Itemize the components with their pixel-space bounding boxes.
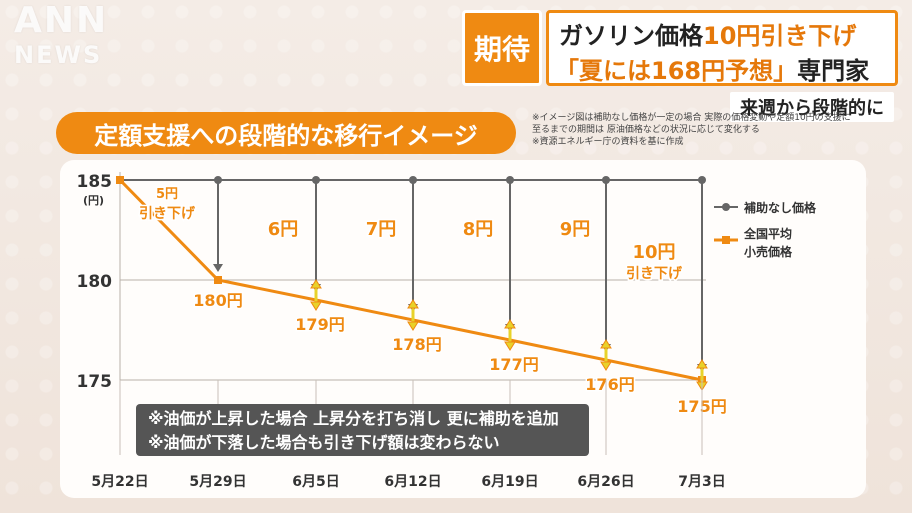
y-tick-label: 175	[77, 372, 113, 392]
retail-point	[116, 176, 124, 184]
adjust-marker-up	[504, 319, 516, 329]
logo-line1: ANN	[14, 0, 109, 41]
price-point-label: 180円	[193, 291, 242, 310]
price-point-label: 176円	[585, 375, 634, 394]
legend-marker-retail	[722, 236, 730, 244]
adjust-marker-down	[310, 301, 322, 311]
x-tick-label: 6月12日	[384, 474, 441, 490]
adjust-marker-down	[600, 361, 612, 371]
reduction-label: 8円	[463, 219, 494, 240]
note-line: ※資源エネルギー庁の資料を基に作成	[532, 137, 684, 147]
headline-line2: 「夏には168円予想」専門家	[555, 51, 869, 86]
adjust-marker-down	[407, 321, 419, 331]
legend-label-no-subsidy: 補助なし価格	[743, 200, 817, 215]
adjust-marker-down	[504, 341, 516, 351]
legend-label-retail: 全国平均	[743, 226, 792, 241]
y-unit-label: (円)	[83, 194, 104, 207]
reduction-label: 引き下げ	[626, 266, 683, 282]
legend-marker-no-subsidy	[722, 203, 730, 211]
headline-line1-text: ガソリン価格	[559, 22, 703, 50]
headline-line2-text: 専門家	[797, 57, 870, 85]
y-tick-label: 180	[77, 272, 113, 292]
note-line: 至るまでの期間は 原油価格などの状況に応じて変化する	[532, 125, 760, 135]
reduction-label: 引き下げ	[139, 206, 196, 222]
reduction-label: 6円	[268, 219, 299, 240]
adjust-marker-up	[696, 359, 708, 369]
reduction-label: 9円	[560, 219, 591, 240]
x-tick-label: 7月3日	[678, 474, 725, 490]
headline-box: ガソリン価格10円引き下げ 「夏には168円予想」専門家	[546, 10, 898, 86]
price-point-label: 179円	[295, 315, 344, 334]
headline-line2-accent: 「夏には168円予想」	[555, 57, 798, 85]
logo: ANN NEWS	[14, 3, 108, 72]
callout-line: ※油価が上昇した場合 上昇分を打ち消し 更に補助を追加	[148, 409, 559, 428]
reduction-label: 10円	[632, 242, 675, 263]
expectation-badge: 期待	[462, 10, 542, 86]
reduction-arrow-head	[213, 264, 223, 272]
logo-line2: NEWS	[14, 41, 103, 69]
headline-line1: ガソリン価格10円引き下げ	[559, 16, 856, 51]
legend-label-retail: 小売価格	[744, 244, 793, 259]
y-tick-label: 185	[77, 172, 113, 192]
headline-line1-accent: 10円引き下げ	[703, 22, 857, 50]
x-tick-label: 6月19日	[481, 474, 538, 490]
price-point-label: 178円	[392, 335, 441, 354]
retail-point	[214, 276, 222, 284]
x-tick-label: 5月22日	[91, 474, 148, 490]
x-tick-label: 5月29日	[189, 474, 246, 490]
subcaption: 来週から段階的に	[730, 92, 894, 122]
adjust-marker-up	[407, 299, 419, 309]
price-point-label: 177円	[489, 355, 538, 374]
chart-title: 定額支援への段階的な移行イメージ	[56, 112, 516, 154]
adjust-marker-up	[310, 279, 322, 289]
x-tick-label: 6月26日	[577, 474, 634, 490]
adjust-marker-up	[600, 339, 612, 349]
reduction-label: 7円	[366, 219, 397, 240]
note-line: ※イメージ図は補助なし価格が一定の場合 実際の価格変動や定額10円の支援に	[532, 113, 851, 123]
callout-box: ※油価が上昇した場合 上昇分を打ち消し 更に補助を追加 ※油価が下落した場合も引…	[136, 404, 589, 456]
reduction-label: 5円	[156, 187, 178, 202]
x-tick-label: 6月5日	[292, 474, 339, 490]
chart-notes: ※イメージ図は補助なし価格が一定の場合 実際の価格変動や定額10円の支援に 至る…	[532, 112, 862, 148]
callout-line: ※油価が下落した場合も引き下げ額は変わらない	[148, 433, 500, 452]
